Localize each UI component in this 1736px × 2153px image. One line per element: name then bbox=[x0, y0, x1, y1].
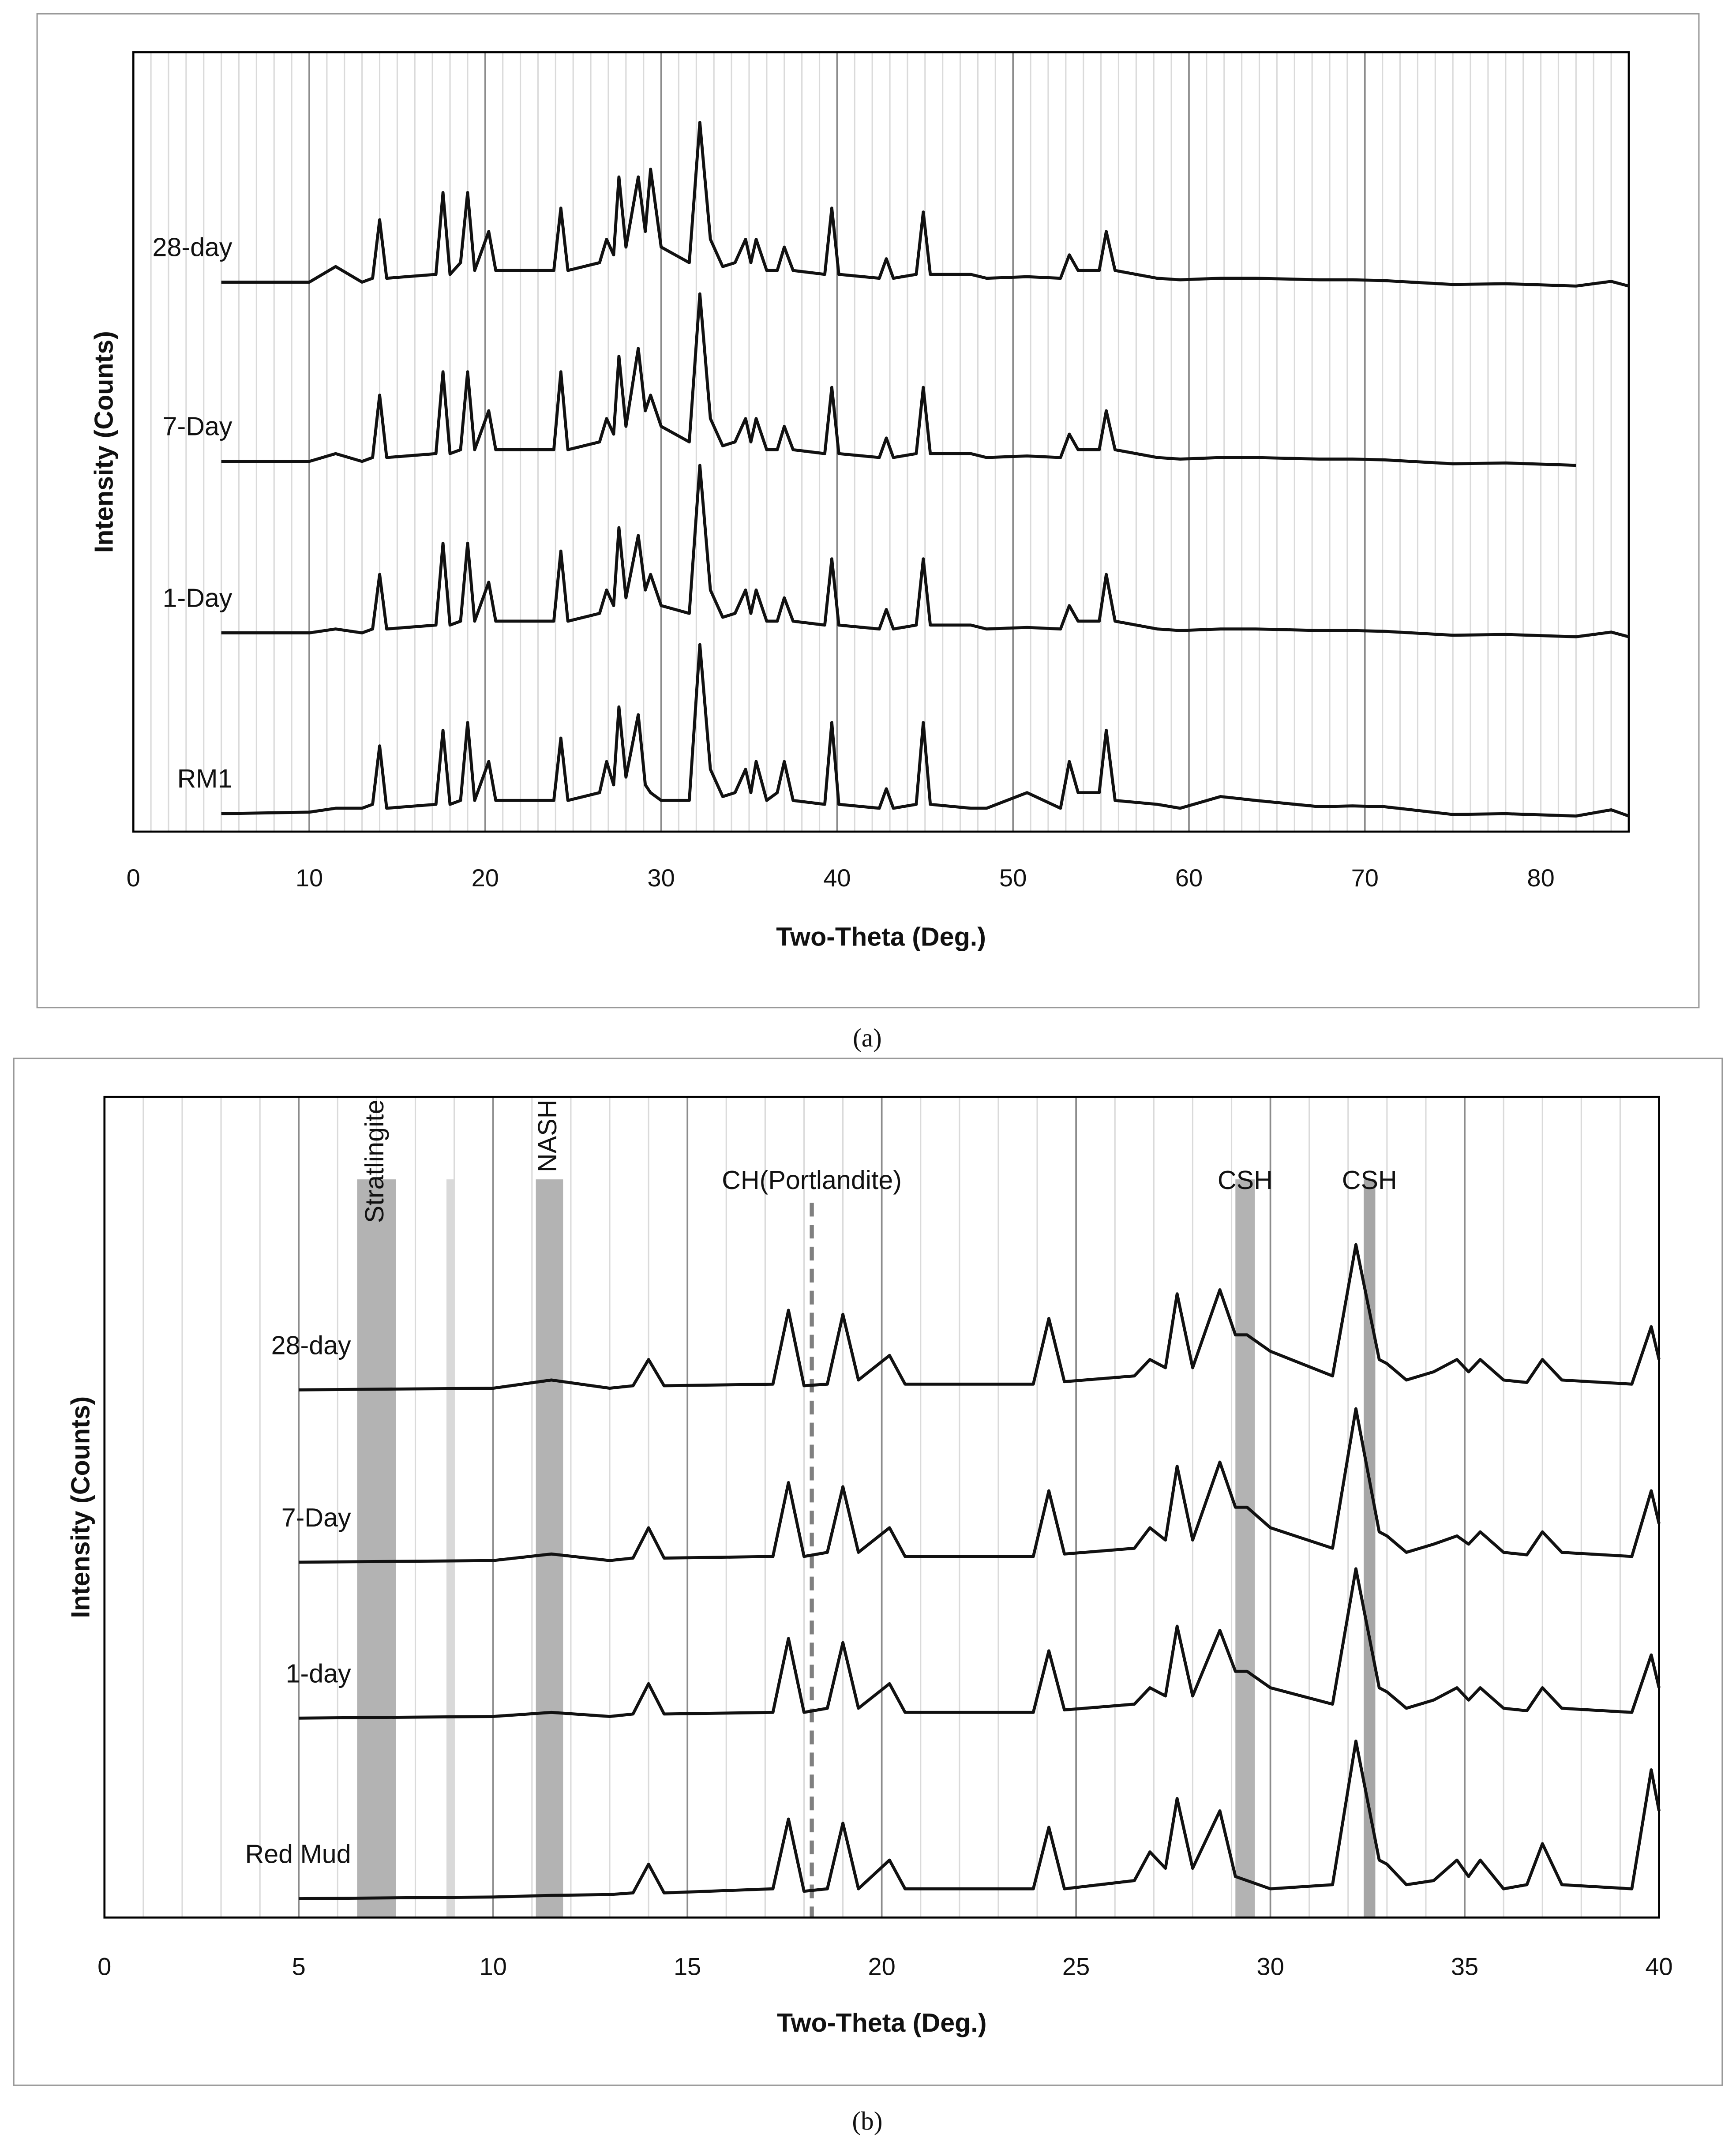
series-label: 1-Day bbox=[163, 583, 232, 612]
x-tick-label: 10 bbox=[480, 1952, 507, 1980]
band-label: Stratlingite bbox=[360, 1099, 389, 1223]
phase-band bbox=[357, 1179, 396, 1918]
series-label: 1-day bbox=[286, 1658, 351, 1688]
panel-border bbox=[36, 13, 1700, 1009]
series-label: Red Mud bbox=[245, 1839, 351, 1869]
x-tick-label: 60 bbox=[1175, 864, 1203, 892]
x-tick-label: 20 bbox=[472, 864, 499, 892]
band-label: CSH bbox=[1218, 1165, 1273, 1195]
xrd-pattern bbox=[221, 464, 1629, 638]
xrd-pattern bbox=[221, 292, 1576, 467]
x-tick-label: 30 bbox=[1256, 1952, 1284, 1980]
x-tick-label: 5 bbox=[292, 1952, 306, 1980]
x-axis-title: Two-Theta (Deg.) bbox=[777, 2008, 987, 2037]
xrd-pattern bbox=[221, 120, 1629, 288]
phase-band bbox=[536, 1179, 563, 1918]
x-tick-label: 20 bbox=[868, 1952, 895, 1980]
x-tick-label: 80 bbox=[1527, 864, 1554, 892]
x-axis-title: Two-Theta (Deg.) bbox=[776, 922, 986, 952]
caption: (a) bbox=[853, 1023, 882, 1052]
series-label: 7-Day bbox=[163, 412, 232, 441]
series-label: RM1 bbox=[177, 764, 232, 793]
x-tick-label: 30 bbox=[647, 864, 675, 892]
xrd-pattern bbox=[299, 1243, 1661, 1392]
y-axis-title: Intensity (Counts) bbox=[66, 1396, 95, 1618]
band-label: NASH bbox=[532, 1099, 562, 1172]
x-tick-label: 35 bbox=[1451, 1952, 1478, 1980]
x-tick-label: 40 bbox=[823, 864, 851, 892]
x-tick-label: 25 bbox=[1062, 1952, 1090, 1980]
caption: (b) bbox=[852, 2106, 882, 2135]
x-tick-label: 40 bbox=[1645, 1952, 1672, 1980]
x-tick-label: 70 bbox=[1351, 864, 1379, 892]
panel-border bbox=[13, 1058, 1723, 2086]
x-tick-label: 10 bbox=[296, 864, 323, 892]
xrd-pattern bbox=[299, 1407, 1661, 1564]
phase-band bbox=[1235, 1179, 1255, 1918]
series-label: 7-Day bbox=[281, 1503, 351, 1532]
phase-band bbox=[446, 1179, 454, 1918]
marker-label: CH(Portlandite) bbox=[722, 1165, 902, 1195]
x-tick-label: 15 bbox=[674, 1952, 701, 1980]
xrd-pattern bbox=[299, 1739, 1661, 1900]
series-label: 28-day bbox=[271, 1330, 351, 1360]
xrd-pattern bbox=[221, 643, 1630, 818]
xrd-pattern bbox=[299, 1567, 1661, 1720]
x-tick-label: 50 bbox=[999, 864, 1027, 892]
y-axis-title: Intensity (Counts) bbox=[89, 331, 119, 553]
x-tick-label: 0 bbox=[97, 1952, 111, 1980]
series-label: 28-day bbox=[153, 232, 232, 262]
plot-frame bbox=[132, 51, 1630, 833]
band-label: CSH bbox=[1342, 1165, 1397, 1195]
x-tick-label: 0 bbox=[127, 864, 140, 892]
plot-frame bbox=[103, 1095, 1660, 1919]
